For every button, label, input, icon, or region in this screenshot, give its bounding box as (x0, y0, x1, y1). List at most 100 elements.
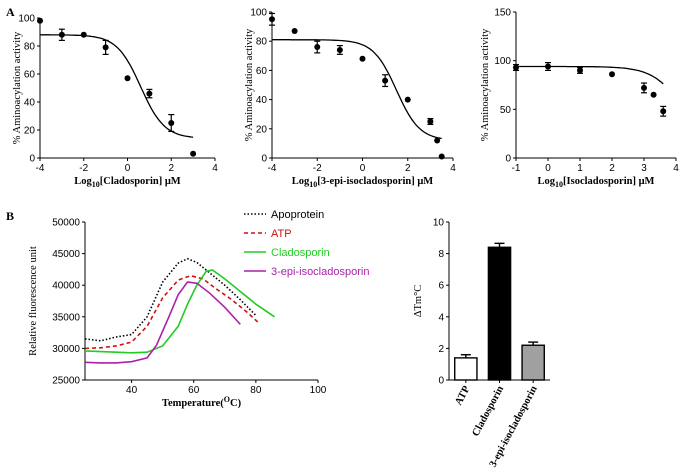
x-tick-label: 4 (212, 163, 218, 174)
y-tick-label: 50000 (52, 218, 80, 229)
fit-curve (40, 34, 194, 138)
data-point (58, 31, 65, 38)
y-tick-label: 35000 (52, 312, 80, 323)
y-tick-label: 2 (438, 344, 444, 355)
x-tick-label: 0 (125, 163, 131, 174)
data-point (427, 118, 434, 125)
series-line-1 (84, 257, 257, 342)
y-tick-label: 80 (256, 37, 268, 48)
data-point (80, 31, 87, 38)
data-point (438, 153, 445, 160)
y-tick-label: 40 (256, 95, 268, 106)
data-point (434, 137, 441, 144)
x-axis-label: Log10[Cladosporin] μM (74, 176, 181, 189)
data-point (382, 77, 389, 84)
category-label: Cladosporin (470, 384, 506, 438)
data-point (190, 150, 197, 157)
y-axis-label: % Aminoacylation activity (244, 28, 255, 141)
x-tick-label: 40 (126, 385, 138, 396)
x-axis-label: Log10[3-epi-isocladosporin] μM (292, 176, 434, 189)
x-tick-label: -1 (512, 163, 521, 174)
y-axis-label: Relative fluorescence unit (28, 246, 39, 356)
y-tick-label: 25000 (52, 376, 80, 387)
x-tick-label: 0 (545, 163, 551, 174)
y-tick-label: 40000 (52, 281, 80, 292)
y-tick-label: 80 (24, 42, 36, 53)
bar (487, 246, 512, 381)
x-tick-label: -4 (36, 163, 45, 174)
y-tick-label: 30000 (52, 344, 80, 355)
legend-label: ATP (271, 228, 292, 240)
y-tick-label: 0 (261, 154, 267, 165)
x-tick-label: 2 (405, 163, 411, 174)
y-axis-label: % Aminoacylation activity (12, 31, 23, 144)
fit-curve (516, 65, 664, 85)
legend-label: Cladosporin (271, 247, 330, 259)
y-tick-label: 100 (494, 56, 511, 67)
data-point (124, 75, 131, 82)
fit-curve (272, 39, 442, 140)
y-tick-label: 6 (438, 281, 444, 292)
y-tick-label: 0 (505, 154, 511, 165)
data-point (146, 90, 153, 97)
y-tick-label: 150 (494, 8, 511, 19)
series-line-3 (84, 269, 275, 354)
data-point (102, 44, 109, 51)
data-point (336, 46, 343, 53)
x-tick-label: -2 (79, 163, 88, 174)
dose-response-chart-1: 0 20 40 60 80 100 -4 -2 0 2 4 Log10[Cladosporin] μM… (12, 14, 218, 190)
series-line-2 (84, 274, 260, 350)
y-tick-label: 45000 (52, 249, 80, 260)
y-tick-label: 0 (438, 376, 444, 387)
data-point (269, 16, 275, 23)
data-point (545, 63, 551, 70)
y-tick-label: 40 (24, 98, 36, 109)
data-point (314, 44, 321, 51)
series-line-4 (84, 281, 241, 364)
data-point (168, 120, 175, 126)
data-point (291, 27, 298, 34)
y-tick-label: 8 (438, 249, 444, 260)
legend-label: 3-epi-isocladosporin (271, 266, 369, 278)
x-axis-label: Temperature(OC) (162, 395, 242, 409)
x-tick-label: 2 (168, 163, 174, 174)
y-tick-label: 50 (500, 105, 512, 116)
data-point (660, 108, 667, 115)
x-tick-label: 4 (450, 163, 456, 174)
bar (454, 357, 478, 381)
y-tick-label: 100 (250, 8, 267, 19)
y-tick-label: 10 (433, 218, 445, 229)
data-point (37, 17, 43, 24)
x-tick-label: -2 (313, 163, 322, 174)
x-tick-label: 2 (609, 163, 615, 174)
data-point (650, 91, 657, 98)
x-tick-label: 60 (188, 385, 200, 396)
data-point (641, 84, 647, 91)
x-tick-label: 4 (673, 163, 679, 174)
data-point (577, 67, 583, 74)
x-axis-label: Log10[Isocladosporin] μM (538, 176, 655, 189)
y-tick-label: 4 (438, 312, 444, 323)
y-tick-label: 20 (256, 124, 268, 135)
y-axis-label: % Aminoacylation activity (480, 28, 491, 141)
x-tick-label: 100 (310, 385, 327, 396)
x-tick-label: 3 (641, 163, 647, 174)
melting-curve-chart: 25000 30000 35000 40000 45000 50000 40 60 80 100 T… (28, 209, 369, 409)
legend-label: Apoprotein (271, 209, 324, 221)
bar (521, 344, 545, 381)
x-tick-label: 80 (250, 385, 262, 396)
x-tick-label: 1 (577, 163, 583, 174)
category-label: ATP (453, 384, 472, 408)
y-tick-label: 60 (256, 66, 268, 77)
delta-tm-bar-chart: 0246810ΔTm°CATPCladosporin3-epi-isoclado… (413, 218, 550, 469)
y-axis-label: ΔTm°C (413, 285, 424, 318)
data-point (609, 71, 615, 78)
data-point (404, 96, 411, 103)
x-tick-label: 0 (360, 163, 366, 174)
dose-response-chart-2: 0 20 40 60 80 100 -4 -2 0 2 4 Log10[3-epi-isoclados… (244, 8, 456, 190)
y-tick-label: 100 (18, 14, 35, 25)
x-tick-label: -4 (268, 163, 277, 174)
data-point (359, 55, 366, 62)
